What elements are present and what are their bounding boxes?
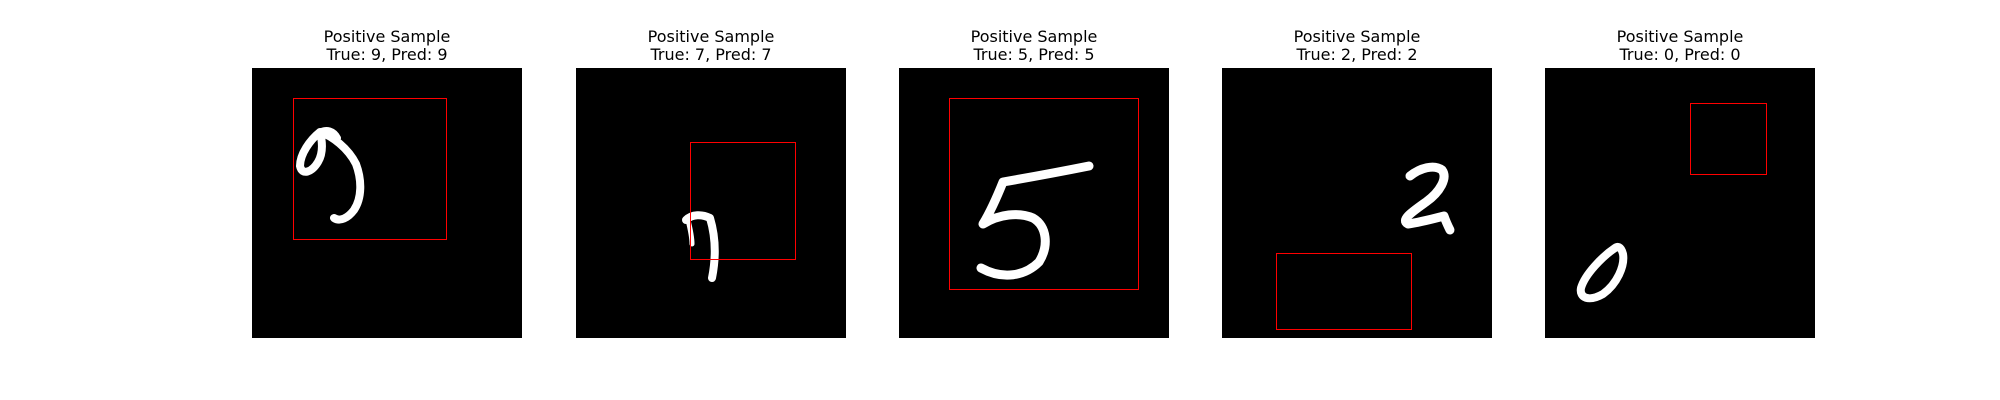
digit-zero-icon [1576, 242, 1628, 303]
panel-title: Positive Sample True: 7, Pred: 7 [536, 28, 886, 64]
panel-subtitle-line: True: 2, Pred: 2 [1296, 45, 1418, 64]
detection-box [293, 98, 447, 240]
digit-two-icon [1401, 162, 1455, 235]
digit-five-icon [976, 161, 1094, 280]
panel-title-line: Positive Sample [1616, 27, 1744, 46]
panel-subtitle-line: True: 5, Pred: 5 [973, 45, 1095, 64]
panel-title-line: Positive Sample [970, 27, 1098, 46]
digit-nine-icon [296, 127, 365, 224]
digit-image [252, 68, 522, 338]
digit-image [1222, 68, 1492, 338]
detection-box [949, 98, 1139, 290]
sample-panel-2: Positive Sample True: 7, Pred: 7 [576, 0, 846, 340]
detection-box [1276, 253, 1412, 330]
panel-title-line: Positive Sample [323, 27, 451, 46]
panel-subtitle-line: True: 7, Pred: 7 [650, 45, 772, 64]
detection-box [1690, 103, 1767, 175]
sample-panel-3: Positive Sample True: 5, Pred: 5 [899, 0, 1169, 340]
digit-image [1545, 68, 1815, 338]
panel-subtitle-line: True: 0, Pred: 0 [1619, 45, 1741, 64]
panel-title: Positive Sample True: 5, Pred: 5 [859, 28, 1209, 64]
panel-subtitle-line: True: 9, Pred: 9 [326, 45, 448, 64]
detection-box [690, 142, 796, 260]
sample-panel-1: Positive Sample True: 9, Pred: 9 [252, 0, 522, 340]
sample-panel-4: Positive Sample True: 2, Pred: 2 [1222, 0, 1492, 340]
digit-image [576, 68, 846, 338]
panel-title-line: Positive Sample [647, 27, 775, 46]
panel-title-line: Positive Sample [1293, 27, 1421, 46]
panel-title: Positive Sample True: 9, Pred: 9 [212, 28, 562, 64]
digit-image [899, 68, 1169, 338]
sample-panel-5: Positive Sample True: 0, Pred: 0 [1545, 0, 1815, 340]
panel-title: Positive Sample True: 0, Pred: 0 [1505, 28, 1855, 64]
panel-title: Positive Sample True: 2, Pred: 2 [1182, 28, 1532, 64]
